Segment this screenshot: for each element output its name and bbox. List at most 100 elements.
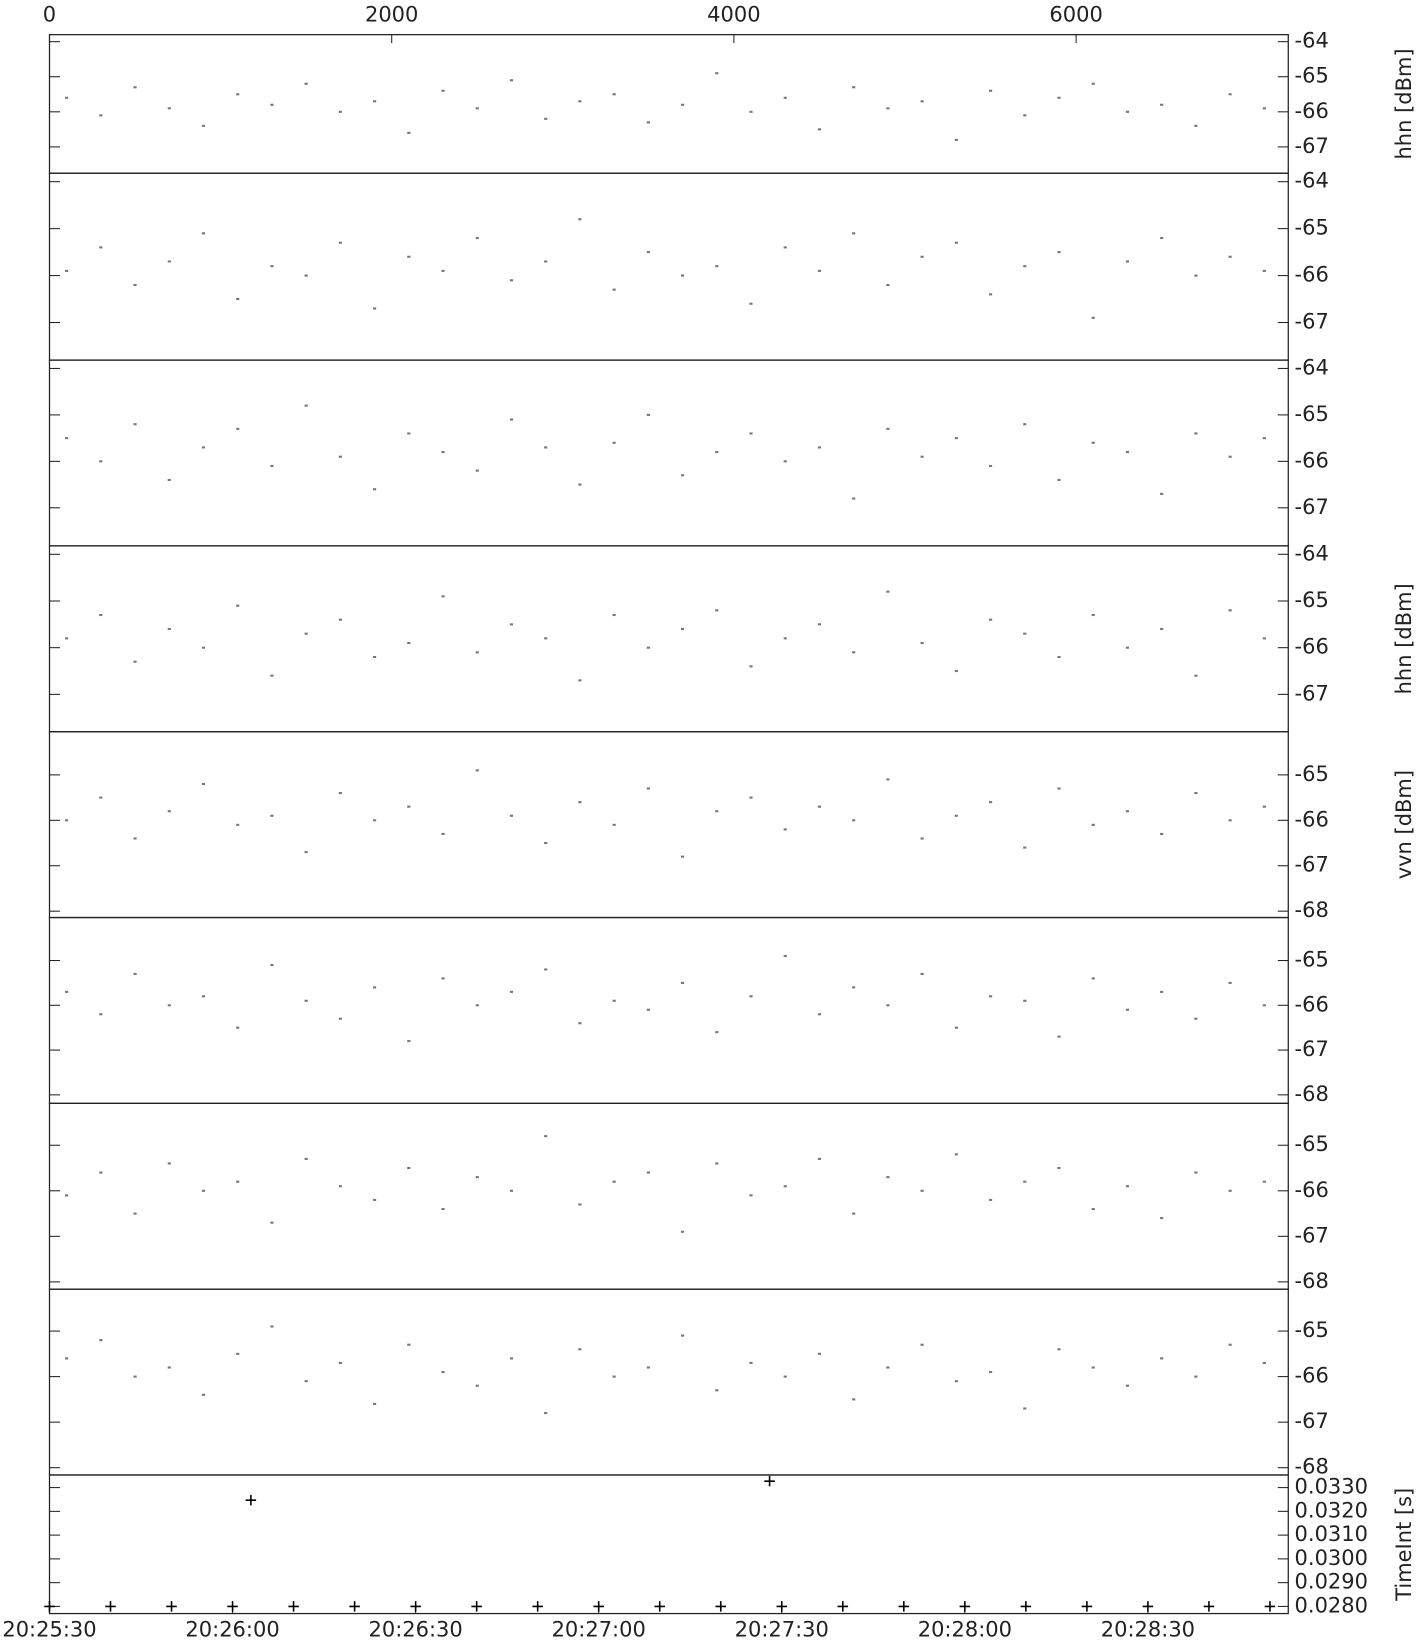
data-point	[783, 1185, 787, 1188]
data-point	[407, 805, 411, 808]
data-point	[852, 986, 856, 989]
data-point	[373, 1402, 377, 1405]
data-point	[749, 995, 753, 998]
data-point	[715, 1389, 719, 1392]
data-point	[749, 432, 753, 435]
data-point	[680, 855, 685, 858]
data-point	[654, 1601, 665, 1612]
panel-frame	[48, 1102, 1289, 1290]
y-tick-label: -67	[1295, 853, 1329, 877]
data-point	[1160, 1217, 1164, 1220]
data-point	[349, 1601, 360, 1612]
data-point	[407, 131, 411, 134]
data-point	[236, 93, 240, 96]
data-point	[270, 103, 274, 106]
data-point	[407, 255, 411, 258]
data-point	[1023, 632, 1027, 635]
data-point	[1194, 1171, 1198, 1174]
data-point	[270, 674, 274, 677]
data-point	[1194, 1375, 1198, 1378]
data-point	[1057, 251, 1061, 254]
data-point	[612, 93, 616, 96]
data-point	[44, 1601, 55, 1612]
data-point	[988, 464, 993, 468]
data-point	[783, 1375, 787, 1378]
data-point	[1125, 1008, 1130, 1011]
data-point	[646, 1171, 650, 1174]
data-point	[715, 265, 719, 268]
data-point	[817, 1352, 822, 1355]
data-point	[544, 968, 548, 971]
x-tick-label: 20:26:30	[369, 1617, 463, 1641]
panel-frame	[48, 545, 1289, 733]
data-point	[99, 1339, 103, 1342]
data-point	[304, 1157, 308, 1160]
y-tick-label: -66	[1295, 1364, 1329, 1388]
data-point	[441, 977, 445, 980]
data-point	[338, 1185, 342, 1188]
x-tick-label: 20:28:00	[918, 1617, 1012, 1641]
y-tick-label: -65	[1295, 762, 1329, 786]
data-point	[475, 107, 479, 110]
data-point	[954, 437, 958, 440]
data-point	[776, 1601, 788, 1612]
data-point	[1160, 492, 1164, 495]
y-tick-label: -68	[1295, 1455, 1329, 1479]
data-point	[1023, 999, 1027, 1002]
data-point	[201, 124, 206, 127]
x-tick-label: 20:28:30	[1101, 1617, 1195, 1641]
data-point	[783, 246, 787, 249]
y-tick-label: -67	[1295, 1409, 1329, 1433]
data-point	[1228, 819, 1232, 822]
data-point	[920, 255, 924, 258]
data-point	[764, 1475, 775, 1487]
data-point	[680, 1230, 685, 1233]
data-point	[201, 782, 206, 786]
data-point	[1194, 274, 1198, 277]
data-point	[441, 1371, 445, 1374]
data-point	[99, 114, 103, 117]
x-tick-label: 20:27:00	[552, 1617, 646, 1641]
panel-frame	[48, 359, 1289, 547]
y-tick-label: -64	[1295, 169, 1329, 193]
data-point	[646, 413, 650, 416]
data-point	[988, 801, 993, 804]
data-point	[441, 269, 445, 272]
data-point	[441, 1207, 445, 1211]
data-point	[1057, 1035, 1061, 1038]
data-point	[1023, 114, 1027, 117]
data-point	[167, 260, 171, 263]
data-point	[1262, 107, 1266, 110]
data-point	[988, 1198, 993, 1201]
data-point	[988, 89, 993, 92]
y-tick-label: 0.0330	[1295, 1475, 1368, 1499]
data-point	[407, 1040, 411, 1043]
data-point	[1203, 1601, 1215, 1612]
data-point	[886, 778, 890, 781]
data-point	[715, 72, 719, 75]
data-point	[886, 1176, 890, 1179]
data-point	[201, 1189, 206, 1192]
y-tick-label: -65	[1295, 64, 1329, 88]
data-point	[338, 1361, 342, 1364]
data-point	[837, 1601, 849, 1612]
data-point	[680, 627, 685, 631]
data-point	[920, 641, 924, 645]
data-point	[99, 1013, 103, 1016]
data-point	[99, 460, 103, 463]
data-point	[65, 819, 69, 822]
y-tick-label: 0.0280	[1295, 1593, 1368, 1617]
data-point	[612, 999, 616, 1002]
data-point	[1091, 1366, 1095, 1369]
data-point	[1194, 124, 1198, 127]
data-point	[1262, 437, 1266, 440]
y-tick-label: -64	[1295, 355, 1329, 379]
data-point	[509, 279, 514, 282]
data-point	[99, 796, 103, 799]
x-tick-label: 6000	[1049, 3, 1102, 27]
data-point	[1160, 627, 1164, 631]
data-point	[167, 1004, 171, 1007]
data-point	[1262, 1361, 1266, 1364]
data-point	[920, 100, 924, 103]
data-point	[373, 1198, 377, 1201]
